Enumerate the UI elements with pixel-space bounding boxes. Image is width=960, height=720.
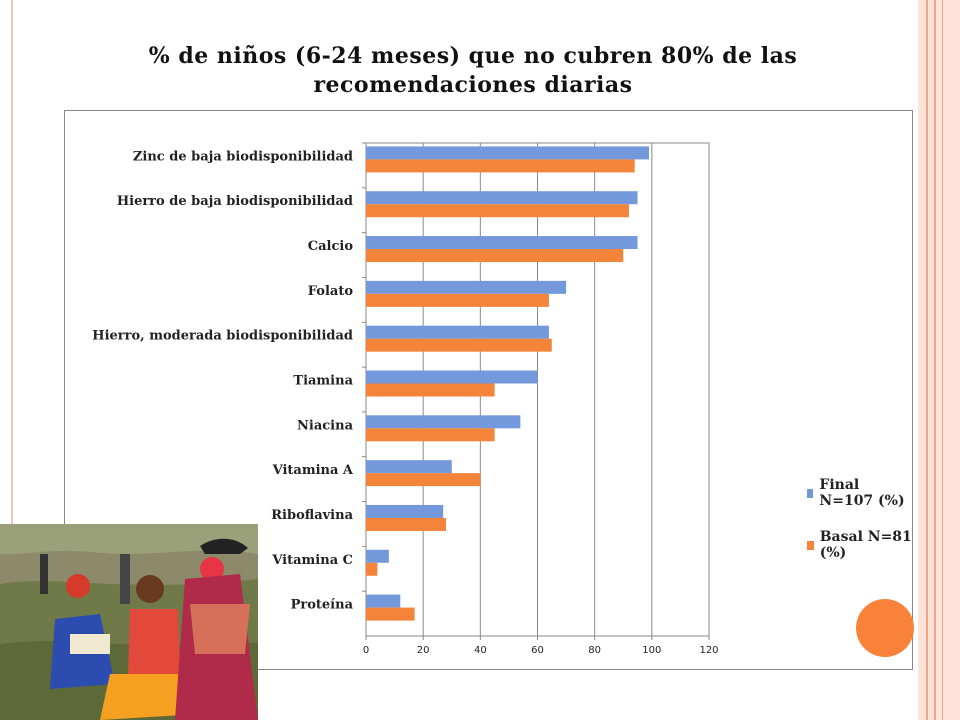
category-label: Vitamina C [271,553,353,568]
legend-swatch-final [807,488,814,498]
bar-basal [366,517,447,531]
x-tick-label: 20 [417,645,430,656]
legend-item-basal: Basal N=81 (%) [807,529,912,561]
bar-final [366,370,538,384]
bar-final [366,236,638,250]
bar-basal [366,562,378,576]
right-decor-line [934,0,936,720]
bar-basal [366,607,415,621]
bar-final [366,325,549,339]
x-tick-label: 0 [363,645,369,656]
bar-final [366,415,521,429]
chart-legend: Final N=107 (%) Basal N=81 (%) [807,477,912,587]
category-label: Calcio [308,239,354,254]
category-label: Hierro, moderada biodisponibilidad [92,329,353,344]
bar-basal [366,428,495,442]
slide-title: % de niños (6-24 meses) que no cubren 80… [148,43,798,98]
children-photo [0,524,258,720]
x-tick-label: 40 [474,645,487,656]
bar-final [366,460,452,474]
right-decor-panel [918,0,960,720]
bar-final [366,146,649,160]
category-label: Niacina [297,418,354,433]
bar-final [366,280,567,294]
x-tick-label: 60 [531,645,544,656]
category-label: Hierro de baja biodisponibilidad [117,194,353,209]
bar-basal [366,383,495,397]
category-label: Riboflavina [271,508,353,523]
bar-final [366,549,389,563]
bar-basal [366,249,624,263]
right-decor-line [942,0,943,720]
category-label: Tiamina [293,374,353,389]
x-tick-label: 100 [642,645,661,656]
category-label: Proteína [291,598,354,613]
bar-basal [366,473,481,487]
legend-swatch-basal [807,540,814,550]
bar-chart: 0 20 40 60 80 100 120 Zinc de baja biodisponibi… [92,142,719,656]
bar-basal [366,204,629,218]
category-label: Zinc de baja biodisponibilidad [133,149,353,164]
legend-label-basal: Basal N=81 (%) [819,529,912,561]
bar-final [366,191,638,205]
bar-final [366,504,444,518]
bar-basal [366,338,552,352]
x-tick-label: 80 [588,645,601,656]
bar-final [366,594,401,608]
category-label: Folato [308,284,354,299]
left-decor-stripe [0,0,13,720]
bar-basal [366,159,635,173]
x-tick-label: 120 [699,645,718,656]
category-label: Vitamina A [272,463,354,478]
right-decor-line [926,0,928,720]
bar-basal [366,293,549,307]
legend-item-final: Final N=107 (%) [807,477,912,509]
decorative-circle [856,599,914,657]
legend-label-final: Final N=107 (%) [819,477,905,509]
